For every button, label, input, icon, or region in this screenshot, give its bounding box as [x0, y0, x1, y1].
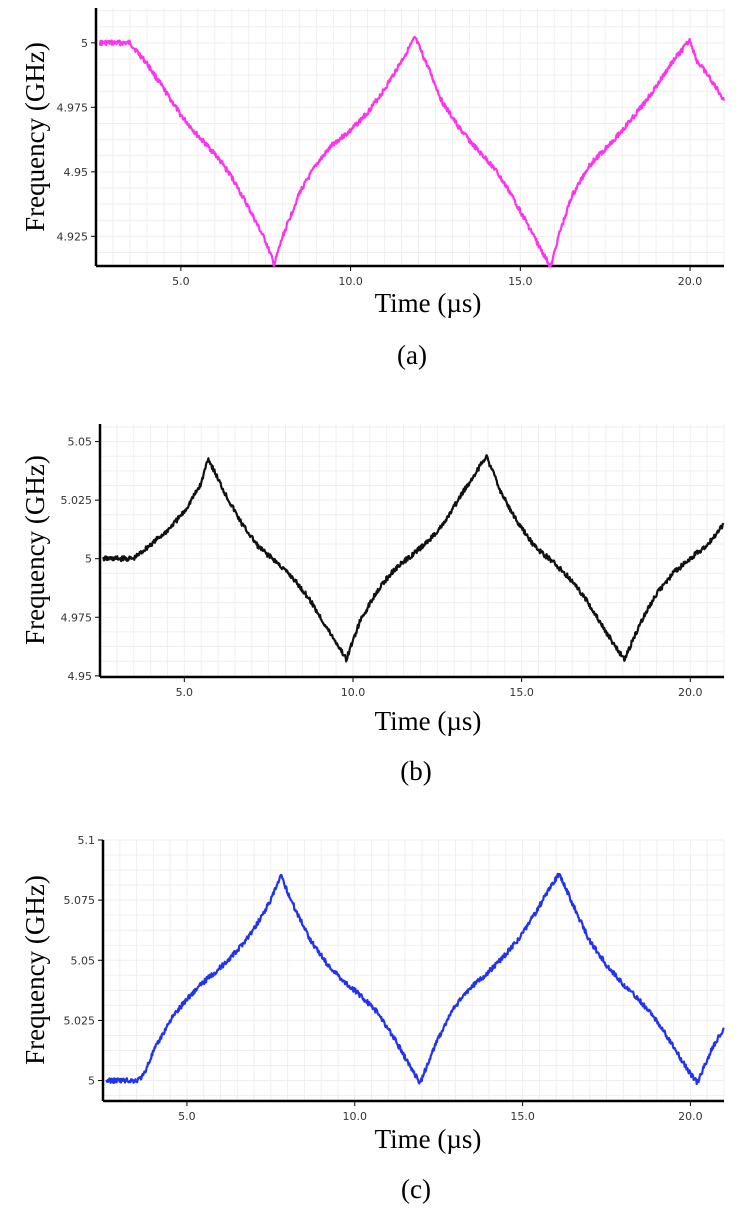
- chart-panel-1: 5.0 10.0 15.0 20.0 4.925 4.95 4.975 5 Time (µs) F…: [20, 8, 725, 370]
- y-tick-label: 5: [88, 1075, 95, 1088]
- y-tick-label: 5.1: [78, 834, 96, 847]
- y-tick-label: 5: [85, 553, 92, 566]
- x-axis-title: Time (µs): [375, 288, 482, 318]
- panel-label: (b): [400, 756, 431, 786]
- x-tick-label: 15.0: [508, 275, 533, 288]
- x-tick-label: 20.0: [678, 1110, 703, 1123]
- y-tick-label: 5.05: [68, 436, 93, 449]
- x-tick-label: 15.0: [509, 686, 534, 699]
- y-tick-label: 5.05: [71, 954, 96, 967]
- x-axis-title: Time (µs): [375, 1124, 482, 1154]
- y-tick-label: 4.975: [61, 611, 93, 624]
- y-axis-title: Frequency (GHz): [20, 455, 50, 645]
- y-tick-label: 5.025: [61, 494, 93, 507]
- x-tick-label: 10.0: [338, 275, 363, 288]
- x-axis-title: Time (µs): [375, 706, 482, 736]
- x-tick-label: 10.0: [341, 686, 366, 699]
- series-line: [98, 35, 725, 268]
- y-tick-label: 4.925: [57, 230, 89, 243]
- y-axis-title: Frequency (GHz): [20, 875, 50, 1065]
- series-line: [102, 454, 725, 663]
- x-tick-label: 20.0: [678, 686, 703, 699]
- y-tick-label: 5.075: [64, 894, 96, 907]
- chart-panel-2: 5.0 10.0 15.0 20.0 4.95 4.975 5 5.025 5.05 Time (…: [20, 424, 725, 786]
- y-tick-label: 5.025: [64, 1014, 96, 1027]
- y-tick-label: 4.95: [64, 166, 89, 179]
- panel-label: (a): [397, 340, 427, 370]
- y-axis-title: Frequency (GHz): [20, 42, 50, 232]
- x-tick-label: 5.0: [178, 1110, 196, 1123]
- y-tick-label: 4.95: [68, 670, 93, 683]
- y-tick-label: 5: [81, 37, 88, 50]
- panel-label: (c): [401, 1174, 431, 1204]
- x-tick-label: 20.0: [678, 275, 703, 288]
- y-tick-label: 4.975: [57, 101, 89, 114]
- chart-panel-3: 5.0 10.0 15.0 20.0 5 5.025 5.05 5.075 5.1 Time (µ…: [20, 834, 725, 1204]
- x-tick-label: 5.0: [176, 686, 194, 699]
- series-line: [105, 872, 725, 1086]
- x-tick-label: 5.0: [172, 275, 190, 288]
- x-tick-label: 10.0: [343, 1110, 368, 1123]
- x-tick-label: 15.0: [510, 1110, 535, 1123]
